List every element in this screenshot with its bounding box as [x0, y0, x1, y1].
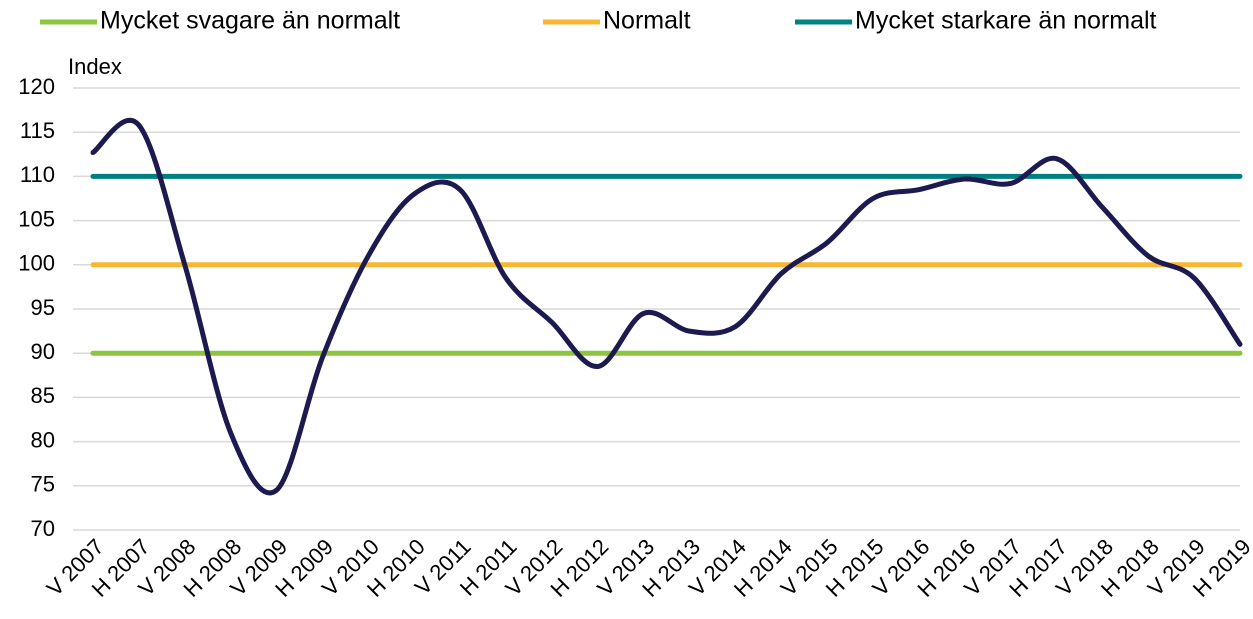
legend-label: Normalt	[603, 7, 691, 35]
y-tick-label: 85	[31, 383, 55, 408]
y-tick-label: 90	[31, 339, 55, 364]
y-tick-label: 75	[31, 472, 55, 497]
y-tick-label: 70	[31, 516, 55, 541]
y-tick-label: 80	[31, 427, 55, 452]
y-tick-label: 95	[31, 295, 55, 320]
legend-label: Mycket svagare än normalt	[100, 7, 400, 35]
y-tick-label: 110	[20, 162, 55, 187]
y-tick-label: 105	[18, 206, 55, 231]
line	[90, 118, 1243, 496]
legend-label: Mycket starkare än normalt	[855, 7, 1157, 35]
y-axis-label: Index	[68, 54, 122, 79]
y-tick-label: 120	[18, 74, 55, 99]
y-tick-label: 115	[20, 118, 55, 143]
y-tick-label: 100	[18, 251, 55, 276]
